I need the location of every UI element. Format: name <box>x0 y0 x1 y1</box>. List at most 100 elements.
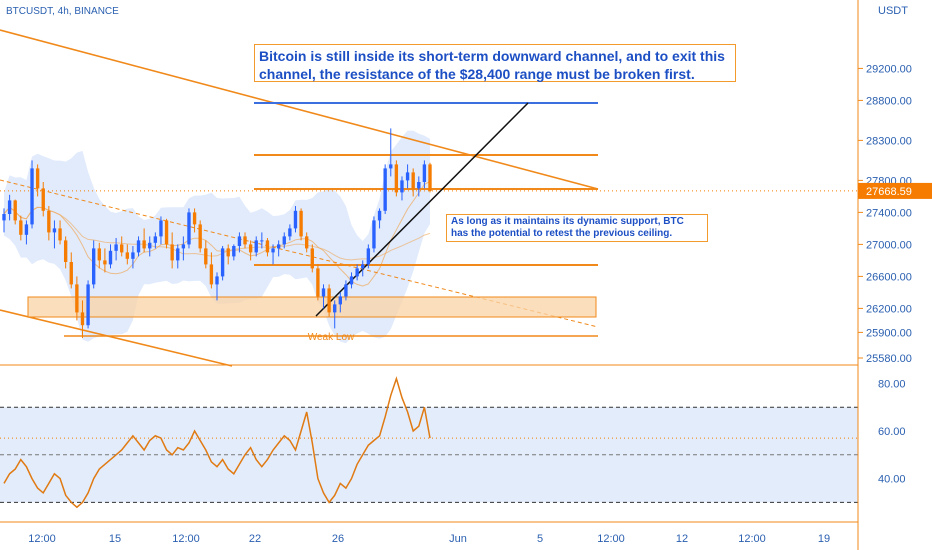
candle-body <box>361 264 365 269</box>
candle-body <box>232 246 236 257</box>
rsi-tick-label: 60.00 <box>878 426 906 438</box>
time-tick-label: 12:00 <box>28 533 56 545</box>
candle-body <box>120 244 124 253</box>
candle-body <box>136 240 141 253</box>
symbol-label: BTCUSDT, 4h, BINANCE <box>6 6 119 17</box>
candle-body <box>265 240 270 253</box>
price-tick-label: 27000.00 <box>866 239 912 251</box>
candle-body <box>254 240 258 253</box>
candle-body <box>327 288 331 313</box>
price-tick-label: 29200.00 <box>866 63 912 75</box>
time-tick-label: 19 <box>818 533 830 545</box>
candle-body <box>63 240 68 262</box>
rsi-line <box>3 376 431 509</box>
support-annotation-box[interactable]: As long as it maintains its dynamic supp… <box>446 214 708 242</box>
moving-average-lines <box>3 181 431 287</box>
candle-body <box>7 200 12 214</box>
candle-body <box>114 244 118 251</box>
candle-body <box>159 220 163 237</box>
candle-body <box>148 242 152 249</box>
candle-body <box>58 228 62 241</box>
currency-label: USDT <box>878 5 908 17</box>
time-tick-label: 12:00 <box>172 533 200 545</box>
candle-body <box>316 268 320 297</box>
ma-fast-line <box>3 181 431 287</box>
rsi-panel <box>0 376 858 509</box>
candle-body <box>153 236 158 243</box>
candle-body <box>377 210 382 221</box>
candle-body <box>305 236 309 249</box>
candle-body <box>92 248 96 285</box>
time-tick-label: 5 <box>537 533 543 545</box>
ma-slow-line <box>3 206 431 261</box>
candle-body <box>372 220 376 249</box>
candle-body <box>400 180 404 193</box>
candle-body <box>108 250 113 265</box>
candle-body <box>355 268 359 277</box>
candle-body <box>299 210 303 237</box>
candle-body <box>2 214 6 221</box>
candle-body <box>282 236 286 245</box>
candle-body <box>276 244 281 249</box>
price-tick-label: 26600.00 <box>866 271 912 283</box>
main-annotation-box[interactable]: Bitcoin is still inside its short-term d… <box>254 44 736 82</box>
candle-body <box>405 172 410 181</box>
candle-body <box>13 200 17 221</box>
candle-body <box>271 248 275 253</box>
price-tick-label: 28800.00 <box>866 95 912 107</box>
candle-body <box>142 240 146 249</box>
candle-body <box>333 304 337 313</box>
candle-body <box>293 210 298 229</box>
candle-body <box>125 252 129 259</box>
candle-body <box>41 188 45 211</box>
demand-zone <box>27 296 597 318</box>
candle-body <box>75 284 79 313</box>
rsi-tick-label: 80.00 <box>878 378 906 390</box>
channel-lower-line <box>0 309 233 367</box>
candle-body <box>260 240 264 242</box>
price-tick-label: 27400.00 <box>866 207 912 219</box>
time-tick-label: Jun <box>449 533 467 545</box>
candle-body <box>164 220 169 245</box>
candle-body <box>103 260 107 265</box>
candle-body <box>344 284 348 297</box>
candle-body <box>215 276 219 285</box>
candle-body <box>349 276 354 285</box>
candle-body <box>131 252 135 259</box>
candle-body <box>321 288 326 297</box>
candle-body <box>366 248 371 265</box>
candle-body <box>204 248 208 265</box>
candle-body <box>237 236 242 246</box>
candle-body <box>192 212 197 225</box>
time-tick-label: 12 <box>676 533 688 545</box>
candle-body <box>52 228 57 233</box>
candle-body <box>198 224 202 249</box>
time-tick-label: 12:00 <box>738 533 766 545</box>
time-tick-label: 15 <box>109 533 121 545</box>
time-tick-label: 22 <box>249 533 261 545</box>
candle-body <box>69 262 73 285</box>
candle-body <box>80 312 85 326</box>
candle-body <box>243 236 247 245</box>
candle-body <box>288 228 292 237</box>
candle-body <box>19 220 23 235</box>
candle-body <box>226 248 230 257</box>
channel-upper-line <box>0 29 599 190</box>
candle-body <box>389 164 393 169</box>
candle-body <box>417 182 421 189</box>
candle-body <box>422 164 427 182</box>
price-tick-label: 25900.00 <box>866 327 912 339</box>
candle-body <box>176 248 180 261</box>
price-tick-label: 25580.00 <box>866 353 912 365</box>
candle-body <box>97 248 101 261</box>
last-price-tag <box>858 182 932 199</box>
candle-body <box>86 284 90 326</box>
rsi-tick-label: 40.00 <box>878 474 906 486</box>
candlesticks <box>2 128 432 338</box>
candle-body <box>220 248 225 277</box>
candle-body <box>24 224 29 235</box>
candle-body <box>248 244 253 253</box>
candle-body <box>411 172 415 189</box>
